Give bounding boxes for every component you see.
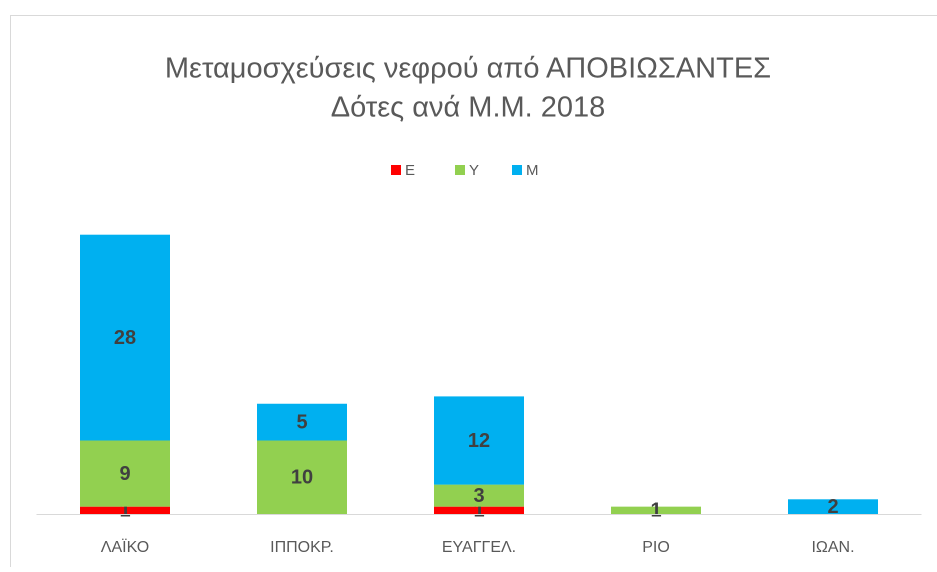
data-label: 9 <box>119 463 130 485</box>
x-tick-label: ΙΩΑΝ. <box>811 539 854 556</box>
chart-title: Μεταμοσχεύσεις νεφρού από ΑΠΟΒΙΩΣΑΝΤΕΣ <box>165 53 771 85</box>
legend-label: Μ <box>526 162 539 179</box>
legend-label: Υ <box>469 162 479 179</box>
x-tick-label: ΕΥΑΓΓΕΛ. <box>442 539 516 556</box>
x-tick-label: ΡΙΟ <box>642 539 670 556</box>
data-label: 1 <box>650 500 661 522</box>
chart-subtitle: Δότες ανά Μ.Μ. 2018 <box>331 92 606 124</box>
legend-label: Ε <box>405 162 415 179</box>
data-label: 12 <box>468 430 490 452</box>
legend-swatch <box>512 165 522 175</box>
data-label: 10 <box>291 467 313 489</box>
data-label: 3 <box>473 485 484 507</box>
data-label: 5 <box>296 411 307 433</box>
legend-swatch <box>391 165 401 175</box>
data-label: 28 <box>114 327 136 349</box>
x-tick-label: ΙΠΠΟΚΡ. <box>270 539 334 556</box>
x-tick-label: ΛΑΪΚΟ <box>101 538 149 556</box>
legend-swatch <box>455 165 465 175</box>
